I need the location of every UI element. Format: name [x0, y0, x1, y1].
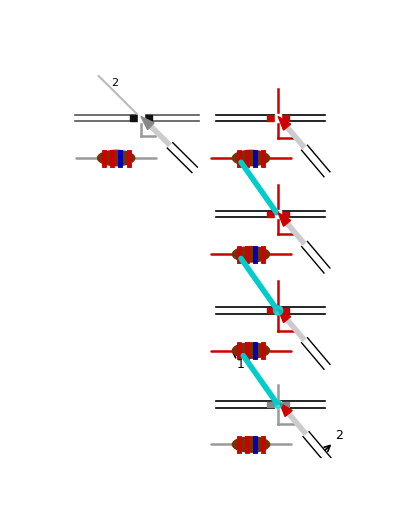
Ellipse shape: [232, 150, 270, 166]
Bar: [281, 212, 289, 217]
Bar: [144, 115, 152, 121]
Bar: [130, 115, 138, 121]
Polygon shape: [278, 116, 291, 130]
Circle shape: [274, 401, 282, 408]
Bar: [138, 114, 144, 122]
Circle shape: [274, 306, 283, 315]
Bar: [281, 115, 289, 121]
Ellipse shape: [232, 437, 270, 452]
Ellipse shape: [232, 343, 270, 358]
Bar: [267, 402, 275, 407]
Bar: [267, 308, 275, 313]
Bar: [275, 211, 281, 218]
Polygon shape: [278, 213, 291, 226]
Ellipse shape: [232, 247, 270, 262]
Polygon shape: [141, 116, 154, 130]
Bar: [267, 212, 275, 217]
Ellipse shape: [97, 150, 135, 166]
Polygon shape: [278, 309, 291, 322]
Bar: [275, 307, 281, 314]
Text: 2: 2: [112, 78, 119, 88]
Bar: [267, 115, 275, 121]
Bar: [275, 401, 281, 408]
Bar: [281, 402, 289, 407]
Text: 1: 1: [237, 358, 245, 371]
Bar: [281, 308, 289, 313]
Polygon shape: [280, 403, 292, 417]
Bar: [275, 114, 281, 122]
Text: 2: 2: [335, 430, 343, 442]
